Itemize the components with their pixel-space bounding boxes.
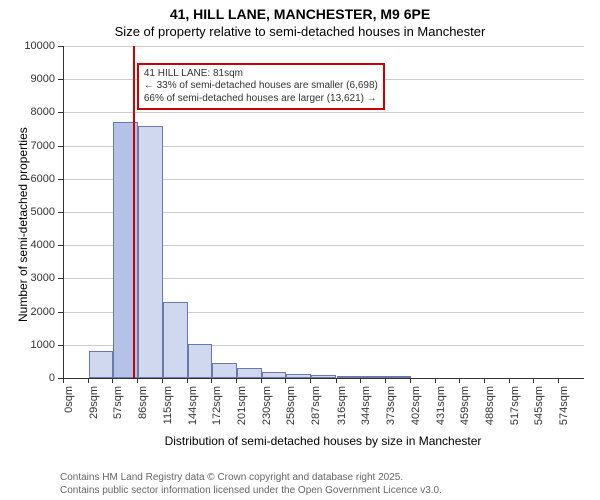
xtick-mark: [509, 378, 510, 383]
ytick-mark: [58, 245, 63, 246]
xtick-mark: [533, 378, 534, 383]
xtick-label: 488sqm: [484, 386, 496, 436]
ytick-label: 10000: [21, 40, 55, 52]
ytick-label: 9000: [21, 73, 55, 85]
histogram-bar: [89, 351, 113, 378]
xtick-mark: [137, 378, 138, 383]
ytick-label: 3000: [21, 272, 55, 284]
ytick-label: 2000: [21, 306, 55, 318]
xtick-mark: [435, 378, 436, 383]
ytick-mark: [58, 345, 63, 346]
histogram-bar: [262, 372, 286, 378]
xtick-mark: [162, 378, 163, 383]
xtick-label: 545sqm: [533, 386, 545, 436]
xtick-mark: [187, 378, 188, 383]
xtick-label: 144sqm: [187, 386, 199, 436]
xtick-mark: [459, 378, 460, 383]
xtick-mark: [410, 378, 411, 383]
xtick-mark: [63, 378, 64, 383]
ytick-mark: [58, 79, 63, 80]
ytick-label: 6000: [21, 173, 55, 185]
ytick-label: 8000: [21, 106, 55, 118]
xtick-label: 574sqm: [558, 386, 570, 436]
xtick-mark: [261, 378, 262, 383]
xtick-mark: [88, 378, 89, 383]
histogram-bar: [188, 344, 212, 378]
xtick-label: 29sqm: [88, 386, 100, 436]
histogram-bar: [286, 374, 311, 378]
y-axis-title: Number of semi-detached properties: [16, 127, 30, 322]
xtick-mark: [236, 378, 237, 383]
xtick-label: 287sqm: [310, 386, 322, 436]
histogram-bar: [163, 302, 188, 378]
xtick-label: 316sqm: [336, 386, 348, 436]
histogram-bar: [311, 375, 336, 378]
callout-line2: ← 33% of semi-detached houses are smalle…: [144, 80, 378, 93]
ytick-mark: [58, 312, 63, 313]
xtick-mark: [310, 378, 311, 383]
xtick-label: 517sqm: [509, 386, 521, 436]
xtick-label: 57sqm: [112, 386, 124, 436]
ytick-mark: [58, 212, 63, 213]
gridline-h: [64, 112, 584, 113]
histogram-bar: [386, 376, 411, 378]
xtick-label: 344sqm: [360, 386, 372, 436]
xtick-mark: [385, 378, 386, 383]
ytick-mark: [58, 278, 63, 279]
chart-container: 41, HILL LANE, MANCHESTER, M9 6PE Size o…: [0, 0, 600, 500]
xtick-label: 172sqm: [211, 386, 223, 436]
ytick-label: 4000: [21, 239, 55, 251]
histogram-bar: [237, 368, 262, 378]
x-axis-title: Distribution of semi-detached houses by …: [63, 434, 583, 448]
ytick-label: 7000: [21, 140, 55, 152]
xtick-label: 86sqm: [137, 386, 149, 436]
xtick-mark: [211, 378, 212, 383]
histogram-bar: [337, 376, 361, 378]
xtick-mark: [484, 378, 485, 383]
histogram-bar: [138, 126, 163, 378]
histogram-bar: [361, 376, 386, 378]
xtick-label: 402sqm: [410, 386, 422, 436]
xtick-label: 230sqm: [261, 386, 273, 436]
ytick-label: 0: [21, 372, 55, 384]
xtick-label: 0sqm: [63, 386, 75, 436]
marker-line: [133, 46, 135, 378]
xtick-mark: [558, 378, 559, 383]
ytick-label: 5000: [21, 206, 55, 218]
histogram-bar: [212, 363, 237, 378]
ytick-label: 1000: [21, 339, 55, 351]
chart-title-line1: 41, HILL LANE, MANCHESTER, M9 6PE: [0, 6, 600, 22]
callout-line3: 66% of semi-detached houses are larger (…: [144, 93, 378, 106]
xtick-label: 431sqm: [435, 386, 447, 436]
callout-line1: 41 HILL LANE: 81sqm: [144, 68, 378, 81]
ytick-mark: [58, 179, 63, 180]
xtick-label: 459sqm: [459, 386, 471, 436]
xtick-mark: [285, 378, 286, 383]
xtick-mark: [336, 378, 337, 383]
chart-title-line2: Size of property relative to semi-detach…: [0, 24, 600, 39]
gridline-h: [64, 46, 584, 47]
xtick-mark: [360, 378, 361, 383]
callout-box: 41 HILL LANE: 81sqm← 33% of semi-detache…: [137, 63, 385, 111]
ytick-mark: [58, 46, 63, 47]
ytick-mark: [58, 112, 63, 113]
xtick-label: 115sqm: [162, 386, 174, 436]
xtick-label: 373sqm: [385, 386, 397, 436]
xtick-label: 258sqm: [285, 386, 297, 436]
xtick-label: 201sqm: [236, 386, 248, 436]
ytick-mark: [58, 146, 63, 147]
footer-line1: Contains HM Land Registry data © Crown c…: [60, 472, 403, 483]
xtick-mark: [112, 378, 113, 383]
footer-line2: Contains public sector information licen…: [60, 485, 442, 496]
